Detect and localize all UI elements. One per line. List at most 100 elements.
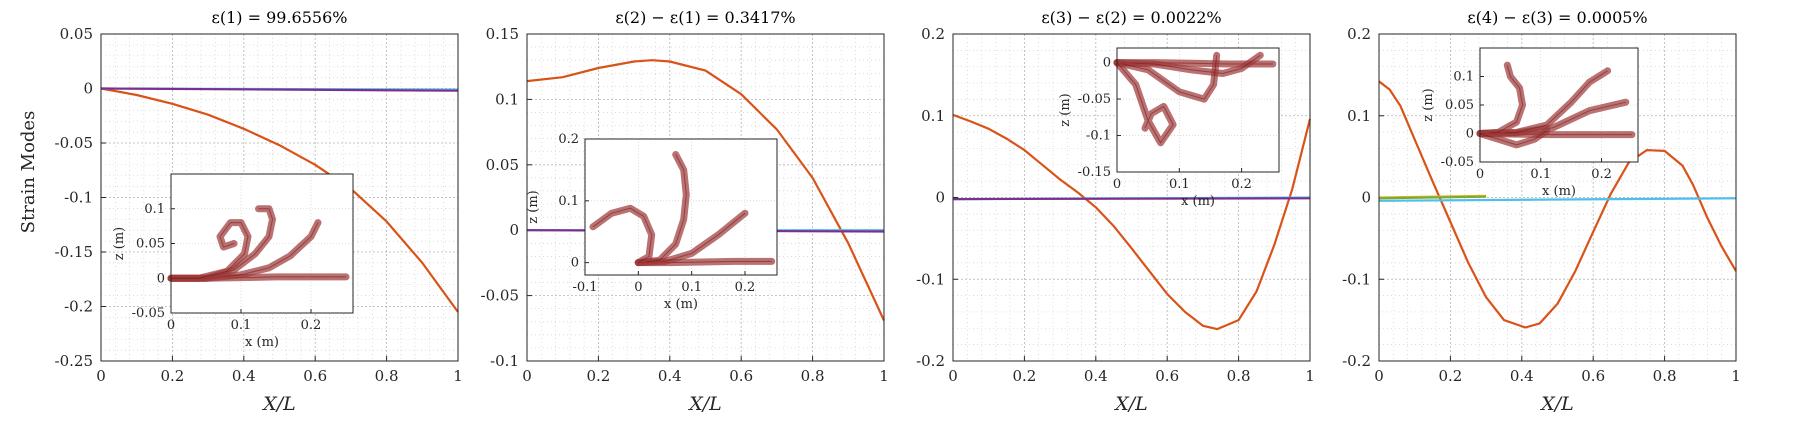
inset-y-tick-label: 0.1 <box>144 202 165 217</box>
y-tick-label: -0.2 <box>64 298 93 316</box>
inset-x-tick-label: -0.1 <box>572 280 597 295</box>
y-tick-label: -0.1 <box>916 270 945 288</box>
inset-centerline-4 <box>1116 62 1174 144</box>
y-tick-label: -0.1 <box>490 352 519 370</box>
x-tick-label: 1 <box>453 367 463 385</box>
inset-x-label: x (m) <box>1542 184 1576 199</box>
y-tick-label: 0.15 <box>486 25 519 43</box>
inset-centerline-2 <box>1116 54 1261 75</box>
x-tick-label: 0.6 <box>729 367 753 385</box>
inset-x-tick-label: 0.2 <box>301 318 322 333</box>
inset-centerline-4 <box>592 207 653 264</box>
y-tick-label: 0.05 <box>60 25 93 43</box>
y-tick-label: 0.2 <box>1347 25 1371 43</box>
inset-y-label: z (m) <box>1058 93 1073 126</box>
x-tick-label: 0 <box>948 367 958 385</box>
axes-frame <box>526 33 885 362</box>
inset-x-tick-label: 0.1 <box>681 280 702 295</box>
inset-centerline-4 <box>1479 64 1524 134</box>
inset-x-tick-label: 0 <box>1113 177 1121 192</box>
inset-x-tick-label: 0.1 <box>1530 167 1551 182</box>
inset-x-tick-label: 0.2 <box>735 280 756 295</box>
inset-centerline-4 <box>171 222 249 279</box>
y-tick-label: 0 <box>83 80 93 98</box>
inset-y-tick-label: -0.05 <box>1078 92 1111 107</box>
inset-y-tick-label: 0.2 <box>558 132 579 147</box>
y-tick-label: 0.1 <box>1347 107 1371 125</box>
x-tick-label: 0.8 <box>1653 367 1677 385</box>
x-tick-label: 0 <box>96 367 106 385</box>
y-tick-label: -0.05 <box>481 287 519 305</box>
series-line-1 <box>526 59 885 321</box>
inset-plot: -0.1 0 0.1 0.2 0.2 0.1 0 x (m) z (m) <box>526 132 778 312</box>
x-axis-label: X/L <box>1113 393 1148 415</box>
y-tick-label: -0.2 <box>1342 352 1371 370</box>
y-tick-label: 0 <box>509 221 519 239</box>
inset-x-tick-label: 0 <box>1476 167 1484 182</box>
inset-y-tick-label: 0 <box>157 271 165 286</box>
inset-x-tick-label: 0.1 <box>1169 177 1190 192</box>
inset-centerline-3 <box>638 154 687 264</box>
axes-frame <box>952 33 1311 362</box>
x-tick-label: 0.6 <box>303 367 327 385</box>
inset-x-tick-label: 0.1 <box>231 318 252 333</box>
inset-y-label: z (m) <box>526 190 541 223</box>
x-axis-label: X/L <box>687 393 722 415</box>
y-tick-label: 0.1 <box>921 107 945 125</box>
inset-plot: 0 0.1 0.2 0 -0.05 -0.1 -0.15 x (m) z (m) <box>1058 47 1280 209</box>
series-line-1 <box>952 113 1312 331</box>
y-tick-label: -0.25 <box>55 352 93 370</box>
chart-title: ε(2) − ε(1) = 0.3417% <box>615 8 795 27</box>
y-tick-label: -0.1 <box>64 189 93 207</box>
x-tick-label: 0.2 <box>160 367 184 385</box>
inset-frame <box>170 173 354 314</box>
inset-plot: 0 0.1 0.20.10.050-0.05x (m)z (m) <box>1421 47 1639 199</box>
x-tick-label: 1 <box>879 367 889 385</box>
inset-y-tick-label: 0.1 <box>558 194 579 209</box>
inset-centerline-3 <box>1116 55 1218 100</box>
x-tick-label: 0.4 <box>658 367 682 385</box>
inset-centerline-5 <box>1479 130 1548 146</box>
y-tick-label: 0 <box>1361 189 1371 207</box>
inset-y-label: z (m) <box>1421 88 1436 121</box>
inset-y-tick-label: 0 <box>571 256 579 271</box>
series-line-1 <box>100 87 459 313</box>
chart-4: 0 0.2 0.4 0.6 0.8 1 0.2 0.1 0 -0.1 -0.2 ε(4) − ε(3)… <box>1342 8 1741 415</box>
chart-2: 0 0.2 0.4 0.6 0.8 1 0.15 0.1 0.05 0 -0.05 -0.1 ε(2) … <box>481 8 889 415</box>
x-tick-label: 0 <box>522 367 532 385</box>
chart-1: 0 0.2 0.4 0.6 0.8 10.050-0.05-0.1-0.15-0.2-0.… <box>55 8 463 415</box>
y-tick-label: 0.1 <box>495 90 519 108</box>
series-line-3 <box>100 87 459 92</box>
inset-x-label: x (m) <box>664 297 698 312</box>
inset-x-tick-label: 0 <box>167 318 175 333</box>
x-tick-label: 1 <box>1731 367 1741 385</box>
inset-x-tick-label: 0.2 <box>1591 167 1612 182</box>
inset-frame <box>1479 47 1639 163</box>
x-tick-label: 0.2 <box>1012 367 1036 385</box>
x-tick-label: 0.4 <box>1084 367 1108 385</box>
inset-centerline-3 <box>1479 70 1608 134</box>
inset-y-tick-label: 0 <box>1466 127 1474 142</box>
inset-y-tick-label: 0.05 <box>1445 98 1474 113</box>
y-axis-label: Strain Modes <box>18 111 39 234</box>
x-tick-label: 0.4 <box>232 367 256 385</box>
x-tick-label: 0.8 <box>801 367 825 385</box>
series-line-4 <box>1378 197 1737 202</box>
y-tick-label: -0.1 <box>1342 270 1371 288</box>
inset-y-tick-label: -0.15 <box>1078 165 1111 180</box>
y-tick-label: 0.05 <box>486 156 519 174</box>
inset-frame <box>1116 47 1280 173</box>
x-tick-label: 1 <box>1305 367 1315 385</box>
chart-title: ε(1) = 99.6556% <box>212 8 348 27</box>
x-tick-label: 0.8 <box>1227 367 1251 385</box>
inset-x-tick-label: 0.2 <box>1231 177 1252 192</box>
inset-x-tick-label: 0 <box>634 280 642 295</box>
x-axis-label: X/L <box>1539 393 1574 415</box>
inset-y-tick-label: -0.1 <box>1086 129 1111 144</box>
x-tick-label: 0.8 <box>375 367 399 385</box>
inset-y-tick-label: -0.05 <box>132 306 165 321</box>
y-tick-label: 0.2 <box>921 25 945 43</box>
series-line-3 <box>1378 195 1487 200</box>
x-tick-label: 0.2 <box>586 367 610 385</box>
